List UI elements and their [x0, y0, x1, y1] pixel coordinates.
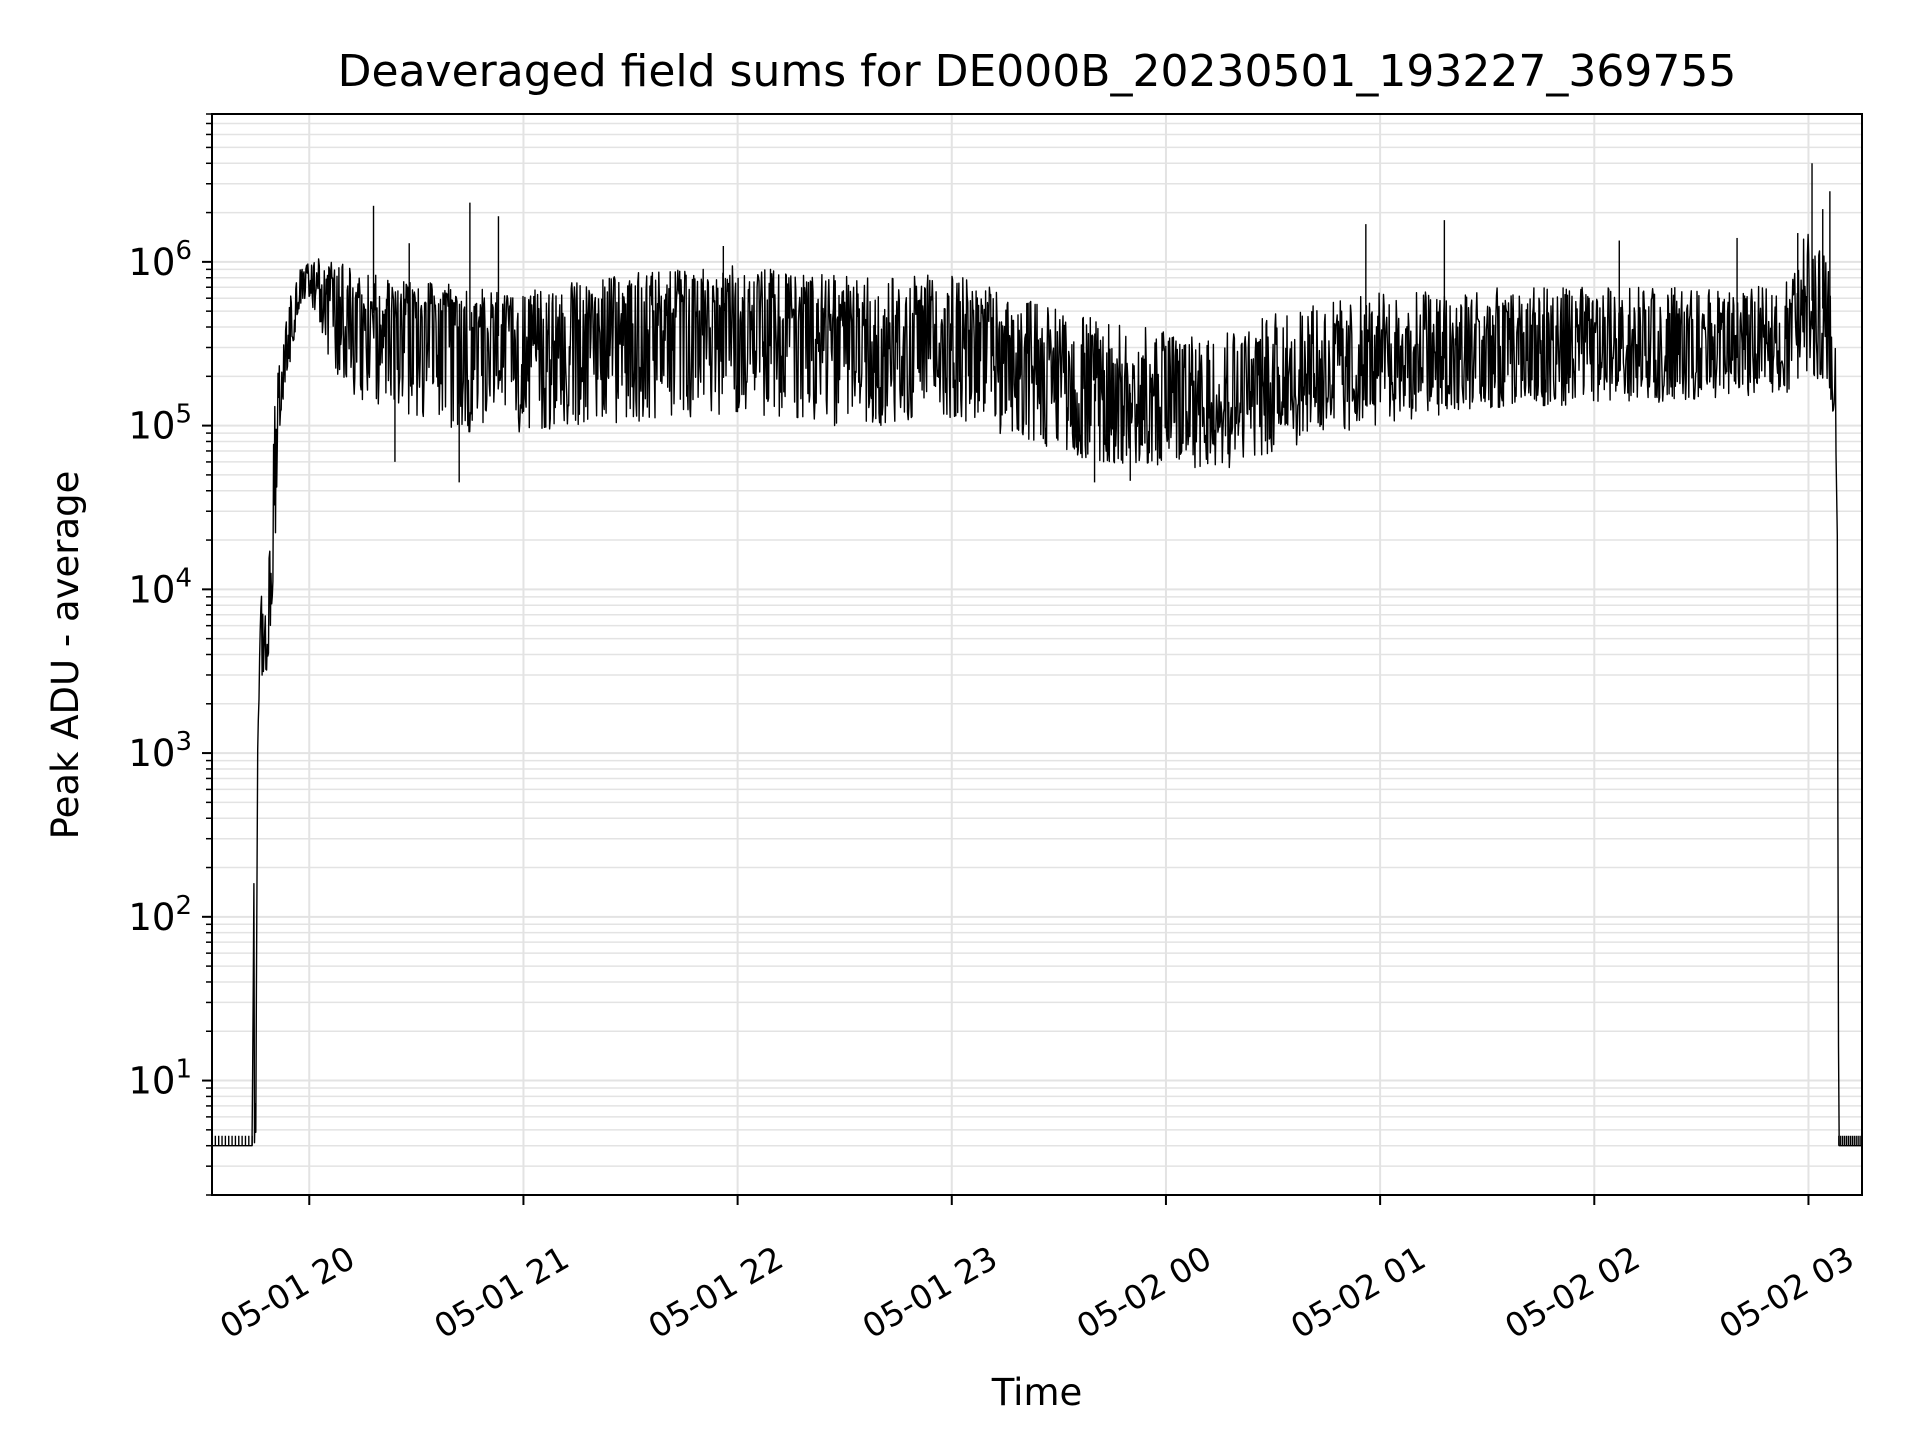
y-tick-label-base: 10 [128, 1060, 175, 1103]
y-axis-label: Peak ADU - average [44, 471, 87, 840]
y-tick-label: 103 [128, 727, 192, 775]
y-tick-label-base: 10 [128, 732, 175, 775]
y-tick-label: 106 [128, 236, 192, 284]
data-series [211, 163, 1863, 1147]
x-axis-label: Time [991, 1371, 1083, 1414]
y-tick-label: 101 [128, 1055, 192, 1103]
y-tick-label: 104 [128, 563, 192, 611]
y-tick-label: 105 [128, 400, 192, 448]
y-tick-label-base: 10 [128, 405, 175, 448]
y-tick-label-exponent: 4 [175, 563, 192, 593]
y-tick-label-exponent: 1 [175, 1055, 192, 1085]
y-tick-label-exponent: 2 [175, 891, 192, 921]
y-tick-label-base: 10 [128, 568, 175, 611]
y-tick-label: 102 [128, 891, 192, 939]
series-line [211, 233, 1863, 1147]
chart-title: Deaveraged field sums for DE000B_2023050… [338, 46, 1737, 97]
y-tick-label-base: 10 [128, 241, 175, 284]
y-tick-label-exponent: 5 [175, 400, 192, 430]
y-tick-label-exponent: 6 [175, 236, 192, 266]
y-tick-label-base: 10 [128, 896, 175, 939]
y-tick-label-exponent: 3 [175, 727, 192, 757]
